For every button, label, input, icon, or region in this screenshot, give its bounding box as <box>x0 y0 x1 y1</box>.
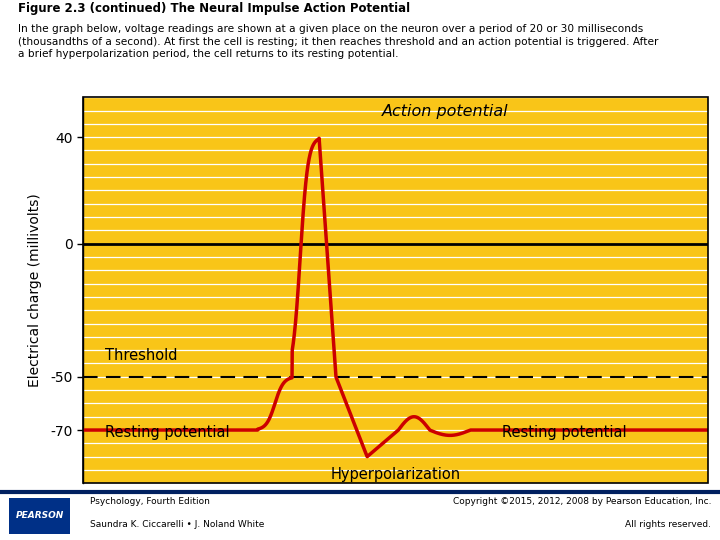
Y-axis label: Electrical charge (millivolts): Electrical charge (millivolts) <box>27 193 42 387</box>
Text: Hyperpolarization: Hyperpolarization <box>330 467 460 482</box>
Bar <box>9 498 70 534</box>
Text: Resting potential: Resting potential <box>502 425 626 440</box>
Text: In the graph below, voltage readings are shown at a given place on the neuron ov: In the graph below, voltage readings are… <box>18 24 658 59</box>
Text: All rights reserved.: All rights reserved. <box>626 521 711 529</box>
Text: Saundra K. Ciccarelli • J. Noland White: Saundra K. Ciccarelli • J. Noland White <box>90 521 264 529</box>
Text: Figure 2.3 (continued) The Neural Impulse Action Potential: Figure 2.3 (continued) The Neural Impuls… <box>18 2 410 15</box>
Text: Threshold: Threshold <box>104 348 177 363</box>
Text: Resting potential: Resting potential <box>104 425 229 440</box>
Text: Psychology, Fourth Edition: Psychology, Fourth Edition <box>90 497 210 505</box>
Text: Action potential: Action potential <box>382 104 508 118</box>
Text: Copyright ©2015, 2012, 2008 by Pearson Education, Inc.: Copyright ©2015, 2012, 2008 by Pearson E… <box>453 497 711 505</box>
Text: PEARSON: PEARSON <box>15 511 64 521</box>
